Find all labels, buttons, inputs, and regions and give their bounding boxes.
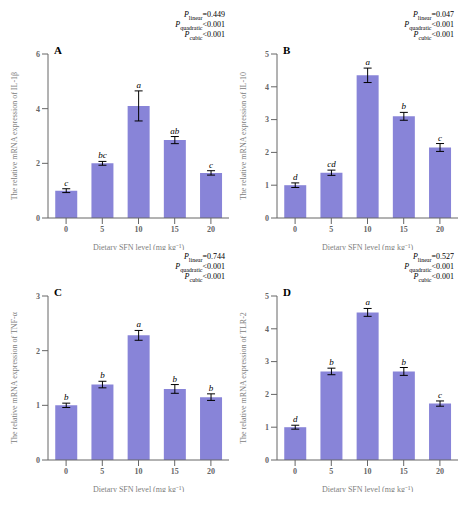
svg-text:c: c [438, 390, 442, 400]
svg-text:1: 1 [265, 181, 269, 190]
svg-text:5: 5 [329, 225, 333, 234]
svg-text:0: 0 [265, 456, 269, 465]
svg-text:c: c [438, 133, 442, 143]
svg-text:0: 0 [64, 467, 68, 476]
svg-text:d: d [293, 172, 298, 182]
html-text:B: B [283, 44, 291, 56]
svg-text:2: 2 [265, 148, 269, 157]
svg-text:b: b [64, 392, 69, 402]
html-text:Plinear=0.527: Plinear=0.527 [412, 252, 454, 263]
html-text:Plinear=0.047: Plinear=0.047 [412, 10, 454, 21]
svg-text:10: 10 [364, 225, 372, 234]
svg-text:The relative mRNA expression o: The relative mRNA expression of IL-1β [10, 72, 19, 200]
svg-text:20: 20 [436, 225, 444, 234]
svg-text:15: 15 [171, 225, 179, 234]
html-text:Pquadratic<0.001: Pquadratic<0.001 [175, 262, 225, 273]
svg-text:cd: cd [327, 159, 336, 169]
html-text:Pcubic<0.001: Pcubic<0.001 [413, 30, 454, 41]
svg-text:c: c [64, 178, 68, 188]
html-text:Plinear=0.744: Plinear=0.744 [183, 252, 225, 263]
svg-text:1: 1 [36, 401, 40, 410]
svg-text:bc: bc [98, 150, 107, 160]
svg-text:20: 20 [207, 467, 215, 476]
html-text:Pquadratic<0.001: Pquadratic<0.001 [404, 20, 454, 31]
svg-text:b: b [173, 374, 178, 384]
svg-text:10: 10 [135, 467, 143, 476]
html-text:Plinear=0.449: Plinear=0.449 [183, 10, 225, 21]
svg-text:Dietary SFN level (mg kg⁻¹): Dietary SFN level (mg kg⁻¹) [322, 485, 413, 492]
svg-text:5: 5 [265, 50, 269, 59]
svg-text:b: b [100, 370, 105, 380]
svg-text:5: 5 [100, 467, 104, 476]
html-text:Pquadratic<0.001: Pquadratic<0.001 [175, 20, 225, 31]
svg-text:d: d [293, 414, 298, 424]
svg-text:0: 0 [293, 225, 297, 234]
svg-text:ab: ab [170, 126, 180, 136]
svg-text:Dietary SFN level (mg kg⁻¹): Dietary SFN level (mg kg⁻¹) [93, 243, 184, 250]
svg-text:15: 15 [400, 467, 408, 476]
svg-text:a: a [365, 57, 370, 67]
svg-text:4: 4 [265, 83, 269, 92]
svg-text:0: 0 [265, 214, 269, 223]
svg-text:2: 2 [36, 159, 40, 168]
svg-text:2: 2 [36, 347, 40, 356]
svg-text:The relative mRNA expression o: The relative mRNA expression of IL-10 [239, 72, 248, 200]
svg-text:10: 10 [364, 467, 372, 476]
svg-text:b: b [402, 357, 407, 367]
svg-text:b: b [329, 357, 334, 367]
svg-text:5: 5 [100, 225, 104, 234]
svg-text:2: 2 [265, 390, 269, 399]
svg-text:6: 6 [36, 50, 40, 59]
svg-text:0: 0 [36, 456, 40, 465]
svg-text:3: 3 [265, 115, 269, 124]
svg-text:0: 0 [293, 467, 297, 476]
svg-text:15: 15 [171, 467, 179, 476]
svg-text:5: 5 [265, 292, 269, 301]
svg-text:0: 0 [64, 225, 68, 234]
svg-text:15: 15 [400, 225, 408, 234]
svg-text:b: b [209, 383, 214, 393]
svg-text:0: 0 [36, 214, 40, 223]
html-text:A: A [54, 44, 62, 56]
html-text:Pquadratic<0.001: Pquadratic<0.001 [404, 262, 454, 273]
svg-text:5: 5 [329, 467, 333, 476]
svg-text:c: c [209, 160, 213, 170]
svg-text:4: 4 [36, 105, 40, 114]
svg-text:Dietary SFN level (mg kg⁻¹): Dietary SFN level (mg kg⁻¹) [93, 485, 184, 492]
svg-text:1: 1 [265, 423, 269, 432]
html-text:D: D [283, 286, 291, 298]
svg-text:a: a [136, 80, 141, 90]
svg-text:b: b [402, 101, 407, 111]
svg-text:20: 20 [207, 225, 215, 234]
svg-text:4: 4 [265, 325, 269, 334]
svg-text:The relative mRNA expression o: The relative mRNA expression of TNF-α [10, 311, 19, 444]
html-text:Pcubic<0.001: Pcubic<0.001 [413, 272, 454, 283]
svg-text:3: 3 [265, 357, 269, 366]
svg-text:3: 3 [36, 292, 40, 301]
svg-text:The relative mRNA expression o: The relative mRNA expression of TLR-2 [239, 312, 248, 444]
svg-text:20: 20 [436, 467, 444, 476]
svg-text:Dietary SFN level (mg kg⁻¹): Dietary SFN level (mg kg⁻¹) [322, 243, 413, 250]
html-text:C: C [54, 286, 62, 298]
svg-text:a: a [365, 297, 370, 307]
html-text:Pcubic<0.001: Pcubic<0.001 [184, 30, 225, 41]
svg-text:10: 10 [135, 225, 143, 234]
html-text:Pcubic<0.001: Pcubic<0.001 [184, 272, 225, 283]
svg-text:a: a [136, 319, 141, 329]
